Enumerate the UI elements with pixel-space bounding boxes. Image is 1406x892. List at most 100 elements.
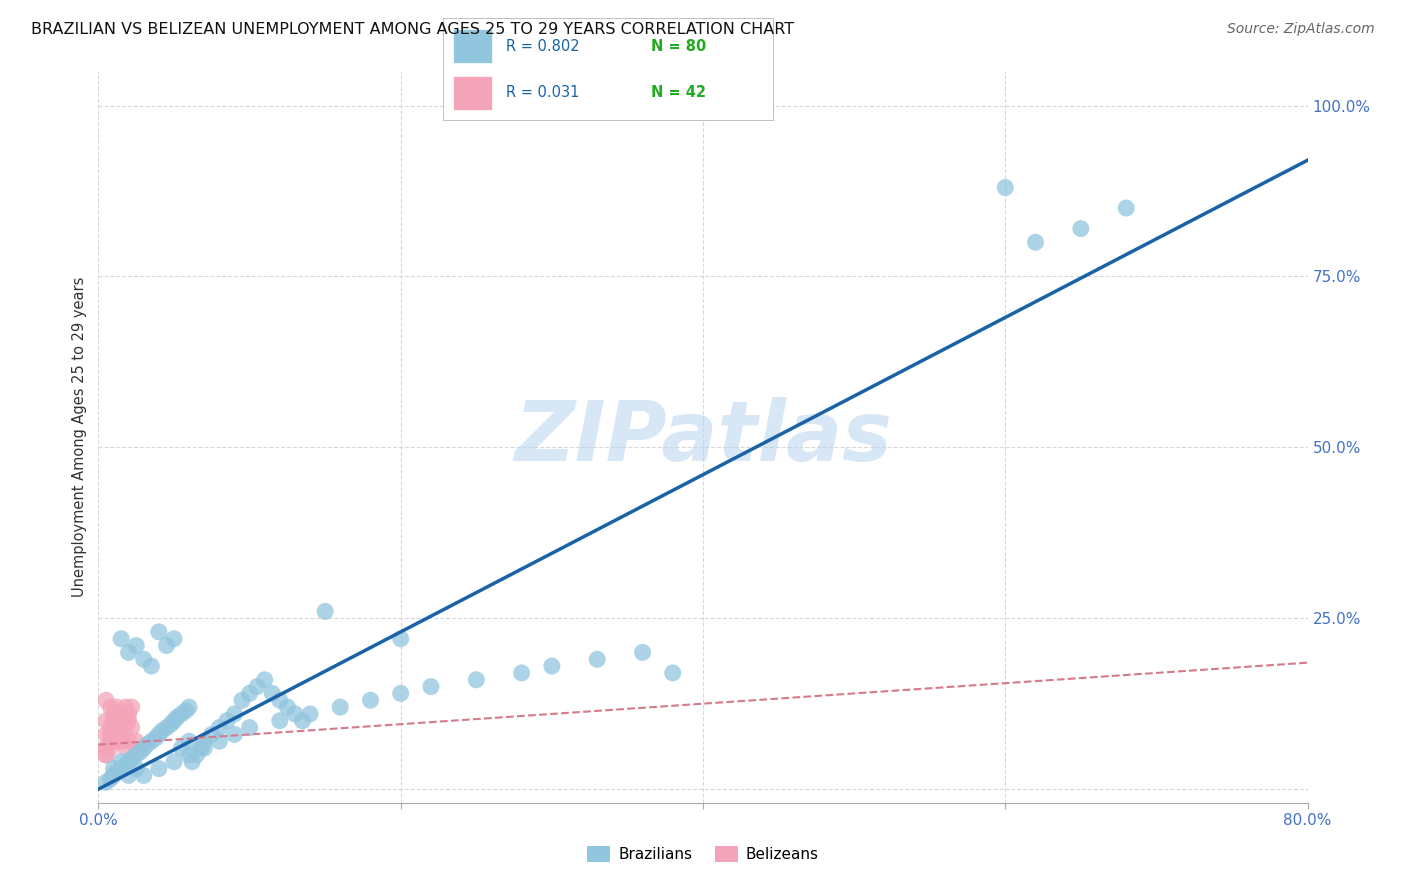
Text: Source: ZipAtlas.com: Source: ZipAtlas.com [1227, 22, 1375, 37]
Point [118, 768, 141, 782]
Legend: Brazilians, Belizeans: Brazilians, Belizeans [581, 840, 825, 868]
Point [94, 747, 117, 762]
Point [132, 741, 155, 756]
Point [246, 680, 269, 694]
Point [148, 727, 170, 741]
Point [110, 727, 132, 741]
Point [179, 700, 201, 714]
Point [179, 747, 201, 762]
Point [284, 706, 307, 721]
Point [314, 604, 336, 618]
Point [291, 714, 314, 728]
Point [121, 751, 143, 765]
FancyBboxPatch shape [453, 77, 492, 110]
Text: N = 80: N = 80 [651, 38, 706, 54]
Point [103, 734, 125, 748]
Point [110, 734, 132, 748]
Point [163, 714, 186, 728]
Point [190, 741, 212, 756]
Point [105, 700, 128, 714]
Point [103, 714, 125, 728]
Point [110, 734, 132, 748]
Point [163, 755, 186, 769]
Point [110, 762, 132, 776]
Point [224, 706, 246, 721]
Point [239, 686, 262, 700]
Point [103, 768, 125, 782]
Point [100, 734, 122, 748]
Point [105, 706, 128, 721]
Point [125, 734, 148, 748]
Point [208, 721, 231, 735]
Point [994, 180, 1017, 194]
Point [215, 714, 238, 728]
Y-axis label: Unemployment Among Ages 25 to 29 years: Unemployment Among Ages 25 to 29 years [72, 277, 87, 598]
Point [121, 721, 143, 735]
Point [100, 721, 122, 735]
Point [1024, 235, 1046, 250]
Point [389, 686, 412, 700]
Point [118, 706, 141, 721]
Point [125, 639, 148, 653]
Point [94, 693, 117, 707]
Point [100, 734, 122, 748]
Text: R = 0.802: R = 0.802 [506, 38, 579, 54]
Point [155, 721, 177, 735]
Point [420, 680, 443, 694]
Point [125, 747, 148, 762]
Point [269, 714, 291, 728]
Point [155, 639, 177, 653]
Point [105, 706, 128, 721]
Point [114, 706, 136, 721]
Point [186, 747, 208, 762]
Point [1070, 221, 1092, 235]
Point [94, 714, 117, 728]
Point [100, 700, 122, 714]
Point [110, 727, 132, 741]
Point [94, 741, 117, 756]
Point [586, 652, 609, 666]
Point [661, 665, 683, 680]
Point [262, 686, 284, 700]
Point [103, 721, 125, 735]
Point [141, 659, 163, 673]
Point [166, 710, 188, 724]
Point [170, 741, 193, 756]
Point [132, 768, 155, 782]
Point [105, 721, 128, 735]
Point [299, 706, 322, 721]
Text: BRAZILIAN VS BELIZEAN UNEMPLOYMENT AMONG AGES 25 TO 29 YEARS CORRELATION CHART: BRAZILIAN VS BELIZEAN UNEMPLOYMENT AMONG… [31, 22, 794, 37]
Point [163, 632, 186, 646]
Point [103, 714, 125, 728]
Point [224, 727, 246, 741]
Point [103, 714, 125, 728]
Point [231, 693, 253, 707]
Point [360, 693, 382, 707]
Point [114, 721, 136, 735]
Text: ZIPatlas: ZIPatlas [515, 397, 891, 477]
Point [105, 727, 128, 741]
Point [253, 673, 276, 687]
Point [201, 727, 224, 741]
Point [94, 741, 117, 756]
Point [118, 645, 141, 659]
Point [145, 731, 167, 745]
Point [125, 762, 148, 776]
Point [118, 714, 141, 728]
Point [100, 727, 122, 741]
Point [148, 624, 170, 639]
Point [276, 700, 298, 714]
Point [150, 724, 173, 739]
Text: N = 42: N = 42 [651, 85, 706, 100]
Point [174, 704, 197, 718]
Text: R = 0.031: R = 0.031 [506, 85, 579, 100]
Point [208, 734, 231, 748]
Point [118, 755, 141, 769]
Point [110, 632, 132, 646]
Point [103, 762, 125, 776]
Point [118, 734, 141, 748]
Point [103, 721, 125, 735]
Point [110, 755, 132, 769]
Point [160, 717, 183, 731]
Point [269, 693, 291, 707]
